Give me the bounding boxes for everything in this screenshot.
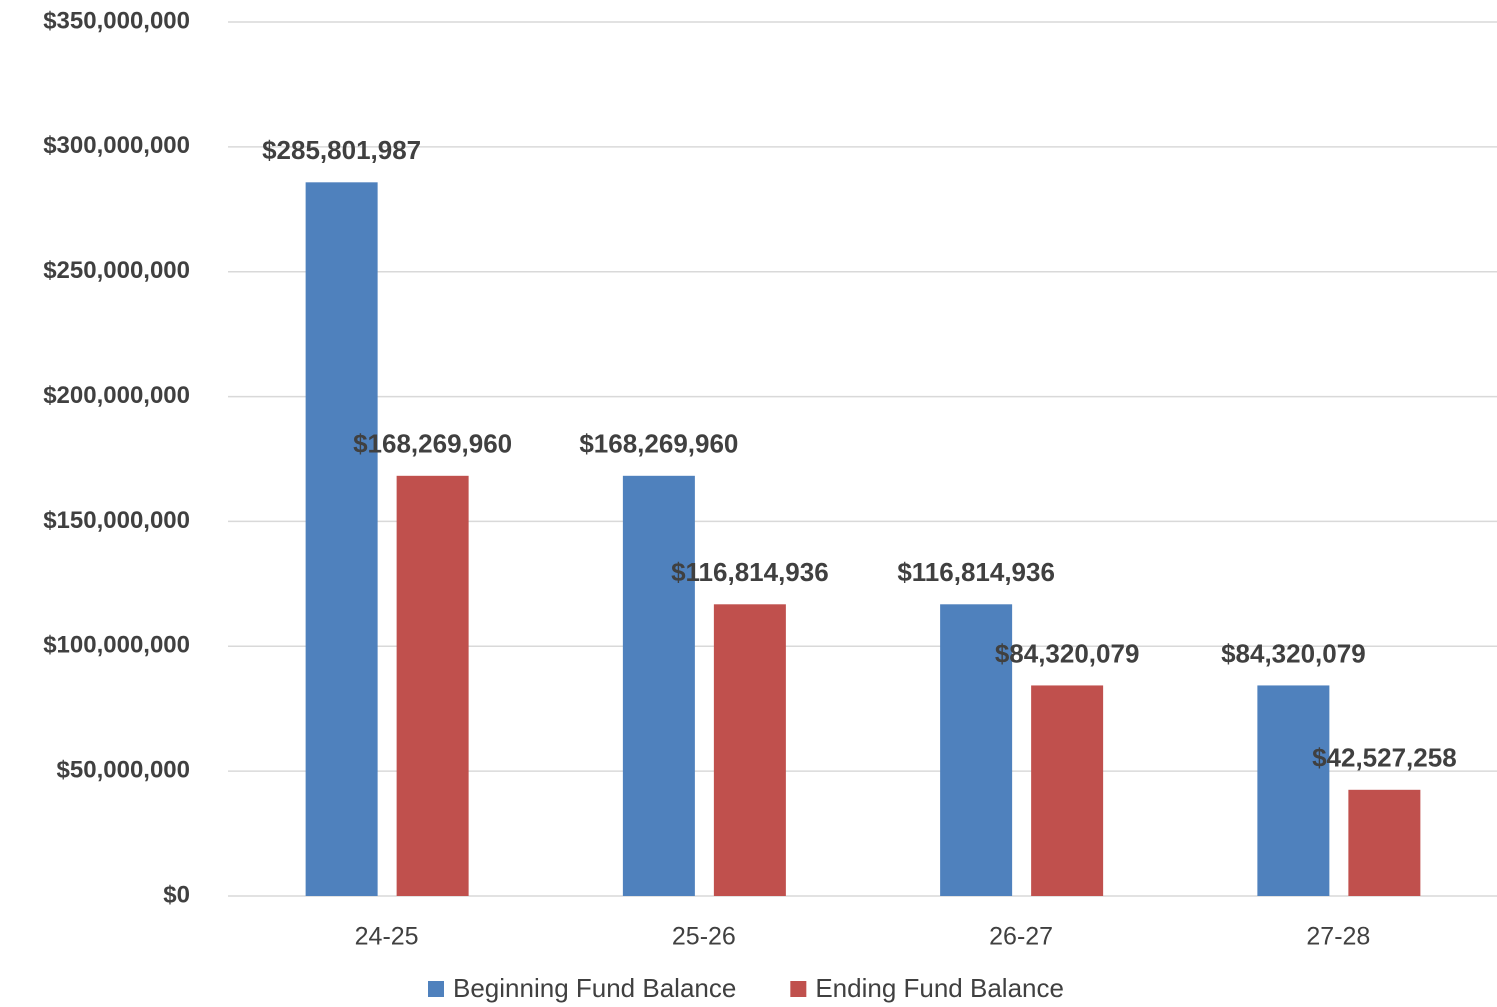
x-tick-label: 25-26 xyxy=(672,923,736,951)
bar xyxy=(622,475,695,896)
y-tick-label: $350,000,000 xyxy=(43,7,190,34)
bar xyxy=(305,182,378,896)
value-label: $42,527,258 xyxy=(1312,743,1457,773)
legend-label: Beginning Fund Balance xyxy=(453,973,736,1003)
x-tick-label: 24-25 xyxy=(355,923,419,951)
value-label: $116,814,936 xyxy=(671,557,829,587)
x-tick-label: 27-28 xyxy=(1306,923,1370,951)
bar xyxy=(1348,789,1421,896)
y-tick-label: $150,000,000 xyxy=(43,507,190,534)
value-label: $84,320,079 xyxy=(995,638,1140,668)
legend-swatch xyxy=(790,981,807,997)
legend-swatch xyxy=(428,981,444,997)
value-label: $116,814,936 xyxy=(897,557,1055,587)
y-tick-label: $50,000,000 xyxy=(57,756,190,783)
bar xyxy=(940,604,1013,896)
value-label: $84,320,079 xyxy=(1221,638,1366,668)
y-tick-label: $100,000,000 xyxy=(43,632,190,659)
bar xyxy=(396,475,469,896)
legend-label: Ending Fund Balance xyxy=(815,973,1064,1003)
bar xyxy=(1031,685,1104,896)
y-tick-label: $200,000,000 xyxy=(43,382,190,409)
bar xyxy=(713,604,786,896)
y-tick-label: $300,000,000 xyxy=(43,132,190,159)
value-label: $168,269,960 xyxy=(579,429,738,459)
value-label: $168,269,960 xyxy=(353,429,512,459)
y-tick-label: $0 xyxy=(163,881,190,908)
y-tick-label: $250,000,000 xyxy=(43,257,190,284)
bar xyxy=(1257,685,1330,896)
value-label: $285,801,987 xyxy=(262,135,421,165)
x-tick-label: 26-27 xyxy=(989,923,1053,951)
